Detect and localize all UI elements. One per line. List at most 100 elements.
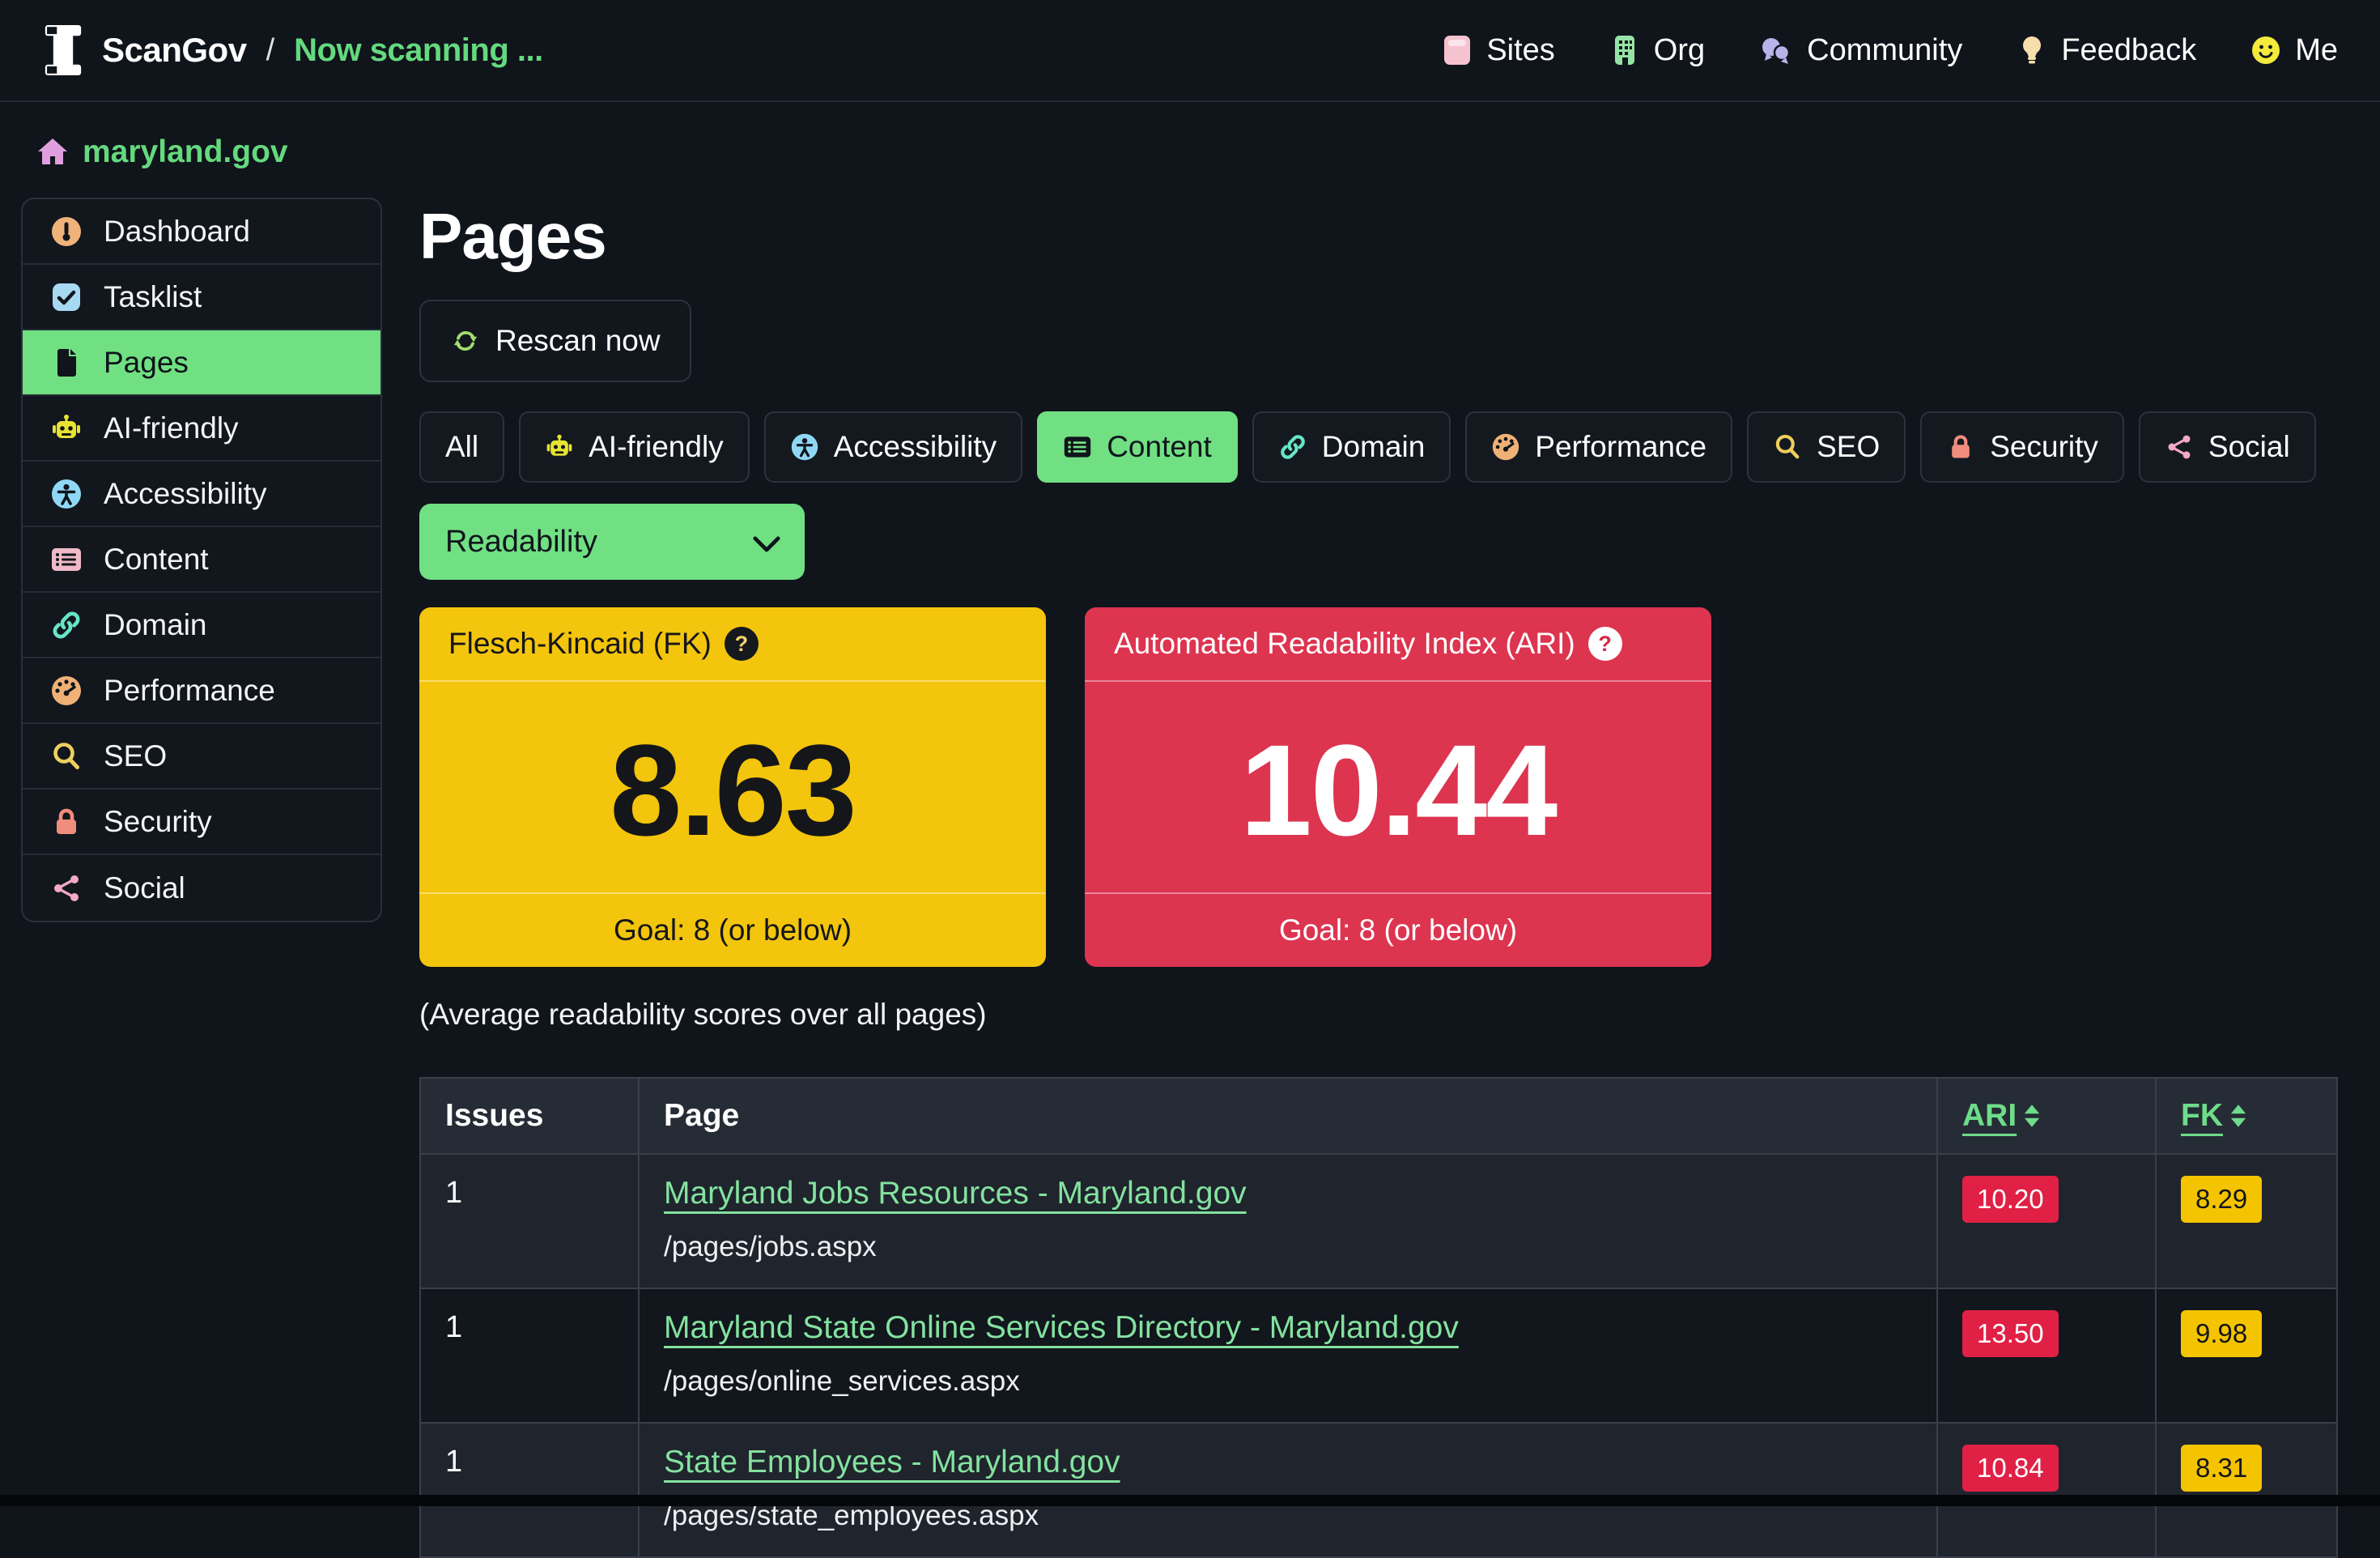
main-layout: Dashboard Tasklist Pages (0, 178, 2380, 1558)
sidebar-item-social[interactable]: Social (23, 855, 380, 921)
sort-ari-link[interactable]: ARI (1962, 1098, 2041, 1134)
column-header-fk: FK (2156, 1078, 2337, 1154)
nav-label: Org (1654, 33, 1705, 68)
community-icon (1758, 34, 1794, 66)
sidebar-item-domain[interactable]: Domain (23, 593, 380, 658)
search-icon (50, 740, 83, 773)
tasklist-icon (50, 281, 83, 313)
brand-name[interactable]: ScanGov (102, 31, 247, 70)
sort-icon (2229, 1103, 2247, 1129)
robot-icon (545, 432, 574, 462)
fk-card-header: Flesch-Kincaid (FK) ? (419, 607, 1046, 682)
filter-label: All (445, 430, 478, 464)
rescan-button[interactable]: Rescan now (419, 300, 691, 382)
gauge-icon (1491, 432, 1520, 462)
refresh-icon (450, 326, 481, 356)
filter-label: AI-friendly (589, 430, 724, 464)
sidebar-item-label: Performance (104, 674, 275, 708)
sidebar-item-tasklist[interactable]: Tasklist (23, 265, 380, 330)
feedback-lightbulb-icon (2016, 34, 2048, 66)
issues-count: 1 (420, 1154, 639, 1288)
help-icon[interactable]: ? (1588, 627, 1622, 661)
sidebar-item-accessibility[interactable]: Accessibility (23, 462, 380, 527)
link-icon (50, 609, 83, 641)
readability-select-value: Readability (445, 525, 597, 560)
nav-label: Community (1807, 33, 1962, 68)
filter-performance[interactable]: Performance (1465, 411, 1732, 483)
sidebar-item-label: Security (104, 805, 212, 839)
nav-item-feedback[interactable]: Feedback (2016, 33, 2196, 68)
sidebar-item-label: Tasklist (104, 280, 202, 314)
org-icon (1609, 34, 1641, 66)
chevron-down-icon (753, 536, 780, 552)
filter-ai-friendly[interactable]: AI-friendly (519, 411, 750, 483)
table-header-row: Issues Page ARI FK (420, 1078, 2337, 1154)
content-icon (50, 543, 83, 576)
nav-item-me[interactable]: Me (2250, 33, 2338, 68)
home-icon (36, 136, 70, 168)
nav-item-community[interactable]: Community (1758, 33, 1962, 68)
sidebar-item-pages[interactable]: Pages (23, 330, 380, 396)
link-icon (1278, 432, 1307, 462)
table-row: 1 Maryland Jobs Resources - Maryland.gov… (420, 1154, 2337, 1288)
ari-card-title: Automated Readability Index (ARI) (1114, 627, 1575, 661)
breadcrumb: maryland.gov (36, 126, 2380, 178)
sites-icon (1441, 34, 1473, 66)
accessibility-icon (50, 478, 83, 510)
sort-fk-link[interactable]: FK (2181, 1098, 2247, 1134)
page-path: /pages/online_services.aspx (664, 1365, 1912, 1398)
filter-accessibility[interactable]: Accessibility (764, 411, 1023, 483)
sidebar-item-ai-friendly[interactable]: AI-friendly (23, 396, 380, 462)
sidebar-item-label: AI-friendly (104, 411, 239, 445)
sidebar-item-performance[interactable]: Performance (23, 658, 380, 724)
filter-social[interactable]: Social (2139, 411, 2316, 483)
help-icon[interactable]: ? (725, 627, 759, 661)
filter-label: Security (1990, 430, 2098, 464)
filter-label: Performance (1535, 430, 1706, 464)
nav-label: Sites (1486, 33, 1554, 68)
page-link[interactable]: State Employees - Maryland.gov (664, 1445, 1120, 1480)
page-link[interactable]: Maryland Jobs Resources - Maryland.gov (664, 1176, 1247, 1211)
sidebar-item-dashboard[interactable]: Dashboard (23, 199, 380, 265)
me-smiley-icon (2250, 34, 2282, 66)
filter-all[interactable]: All (419, 411, 504, 483)
sidebar-item-label: SEO (104, 739, 167, 773)
nav-label: Feedback (2061, 33, 2196, 68)
sidebar-item-label: Dashboard (104, 215, 250, 249)
breadcrumb-domain-link[interactable]: maryland.gov (83, 134, 288, 170)
lock-icon (1946, 432, 1975, 462)
nav-item-sites[interactable]: Sites (1441, 33, 1554, 68)
fk-score-card: Flesch-Kincaid (FK) ? 8.63 Goal: 8 (or b… (419, 607, 1046, 967)
sort-ari-label: ARI (1962, 1098, 2017, 1134)
average-note: (Average readability scores over all pag… (419, 998, 2338, 1032)
brand-separator: / (266, 33, 275, 68)
filter-bar: All AI-friendly (419, 411, 2338, 483)
accessibility-icon (790, 432, 819, 462)
lock-icon (50, 806, 83, 838)
filter-label: Content (1107, 430, 1212, 464)
share-icon (2165, 432, 2194, 462)
sidebar-item-security[interactable]: Security (23, 790, 380, 855)
sidebar-item-label: Social (104, 871, 185, 905)
sort-icon (2023, 1103, 2041, 1129)
filter-domain[interactable]: Domain (1252, 411, 1451, 483)
nav-links: Sites Org Community (1441, 33, 2338, 68)
sidebar-item-content[interactable]: Content (23, 527, 380, 593)
sidebar-item-label: Domain (104, 608, 207, 642)
pages-table: Issues Page ARI FK (419, 1077, 2338, 1558)
readability-select[interactable]: Readability (419, 504, 805, 580)
filter-security[interactable]: Security (1920, 411, 2124, 483)
nav-item-org[interactable]: Org (1609, 33, 1705, 68)
nav-label: Me (2295, 33, 2338, 68)
sidebar-item-seo[interactable]: SEO (23, 724, 380, 790)
rescan-label: Rescan now (495, 324, 661, 358)
fk-badge: 8.31 (2181, 1445, 2262, 1492)
pages-icon (50, 347, 83, 379)
table-row: 1 Maryland State Online Services Directo… (420, 1288, 2337, 1423)
page-link[interactable]: Maryland State Online Services Directory… (664, 1310, 1459, 1346)
dashboard-icon (50, 215, 83, 248)
filter-seo[interactable]: SEO (1747, 411, 1906, 483)
filter-content[interactable]: Content (1037, 411, 1238, 483)
brand[interactable]: ScanGov / Now scanning ... (42, 25, 543, 75)
ari-card-goal: Goal: 8 (or below) (1085, 892, 1711, 967)
